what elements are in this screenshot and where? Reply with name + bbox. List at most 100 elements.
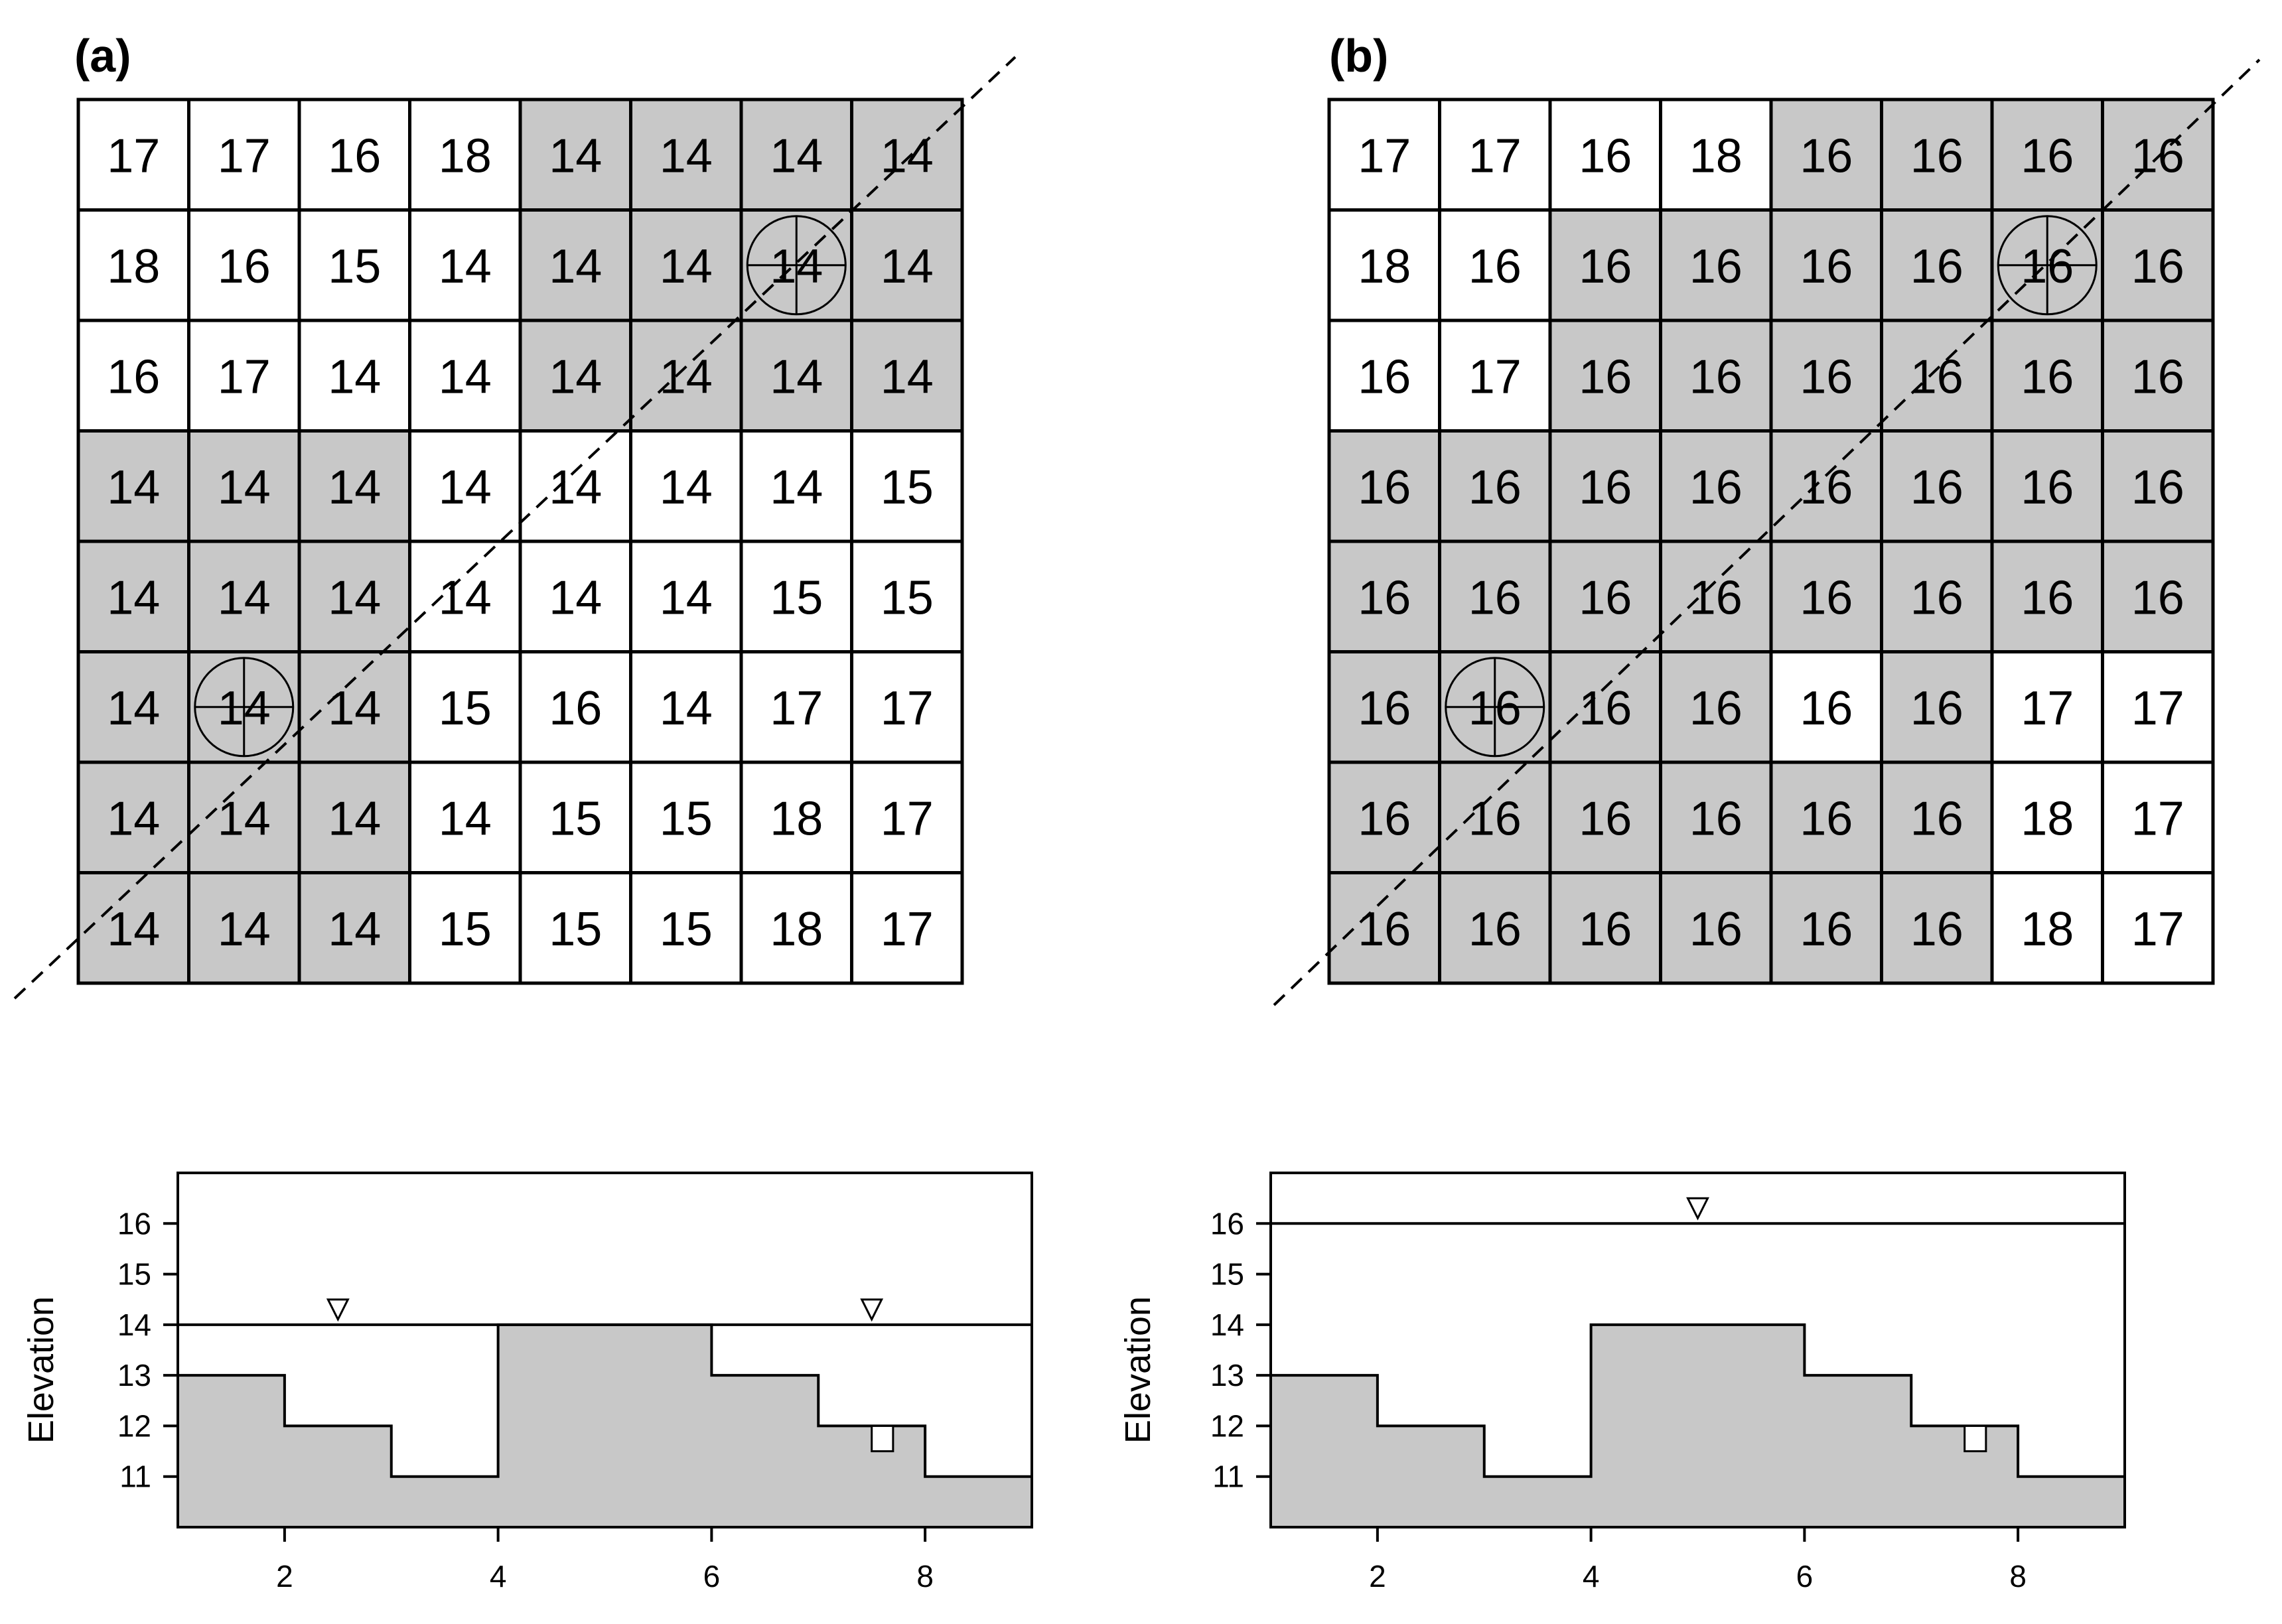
- cell-value: 15: [439, 903, 492, 956]
- cell-value: 17: [881, 792, 934, 845]
- crosshair-marker: [194, 657, 295, 758]
- grid-cell: [518, 760, 632, 874]
- y-tick-label: 12: [117, 1408, 151, 1443]
- panel-b-grid: (b) 17 17 16 18 16 16 16 16 18 16 16 16 16 16 16 16 16 17 1…: [1273, 30, 2261, 1006]
- grid-cell: [2101, 650, 2215, 764]
- grid-cell: [1548, 650, 1662, 764]
- profile-b-plot: 11 12 13 14 15 16 2 4 6 8 Elevation: [1118, 1172, 2126, 1593]
- cell-value: 16: [2021, 129, 2074, 182]
- plot-frame: [1269, 1172, 2126, 1528]
- cell-value: 16: [1468, 571, 1522, 624]
- cell-value: 16: [2131, 461, 2184, 514]
- cell-value: 16: [1910, 571, 1963, 624]
- grid-cell: [1880, 871, 1994, 985]
- grid-cell: [1880, 760, 1994, 874]
- grid-cell: [1327, 539, 1441, 653]
- cell-value: 17: [218, 350, 271, 403]
- cell-value: 15: [881, 461, 934, 514]
- grid-cell: [76, 98, 190, 212]
- cell-value: 17: [2131, 792, 2184, 845]
- cell-value: 14: [328, 682, 381, 735]
- cell-value: 17: [107, 129, 160, 182]
- grid-cell: [1659, 650, 1773, 764]
- grid-cell: [297, 429, 411, 543]
- terrain-profile: [1269, 1323, 2126, 1528]
- cell-value: 18: [1358, 240, 1411, 293]
- cell-value: 18: [2021, 792, 2074, 845]
- cell-value: 15: [439, 682, 492, 735]
- cell-value: 16: [1468, 240, 1522, 293]
- grid-cell: [2101, 208, 2215, 322]
- x-tick-label: 4: [490, 1559, 507, 1593]
- cell-value: 15: [881, 571, 934, 624]
- grid-cell: [2101, 429, 2215, 543]
- cell-value: 14: [660, 682, 713, 735]
- profile-a-plot: 11 12 13 14 15 16 2 4 6 8 Elevation: [21, 1172, 1033, 1593]
- cell-value: 14: [439, 792, 492, 845]
- cell-value: 14: [660, 461, 713, 514]
- grid-cell: [2101, 760, 2215, 874]
- grid-cell: [629, 650, 743, 764]
- grid-cell: [187, 871, 301, 985]
- cell-value: 16: [328, 129, 381, 182]
- cell-value: 14: [439, 571, 492, 624]
- cell-value: 17: [2131, 682, 2184, 735]
- y-tick-label: 15: [117, 1257, 151, 1292]
- x-tick-label: 8: [916, 1559, 934, 1593]
- cell-value: 17: [881, 682, 934, 735]
- cell-value: 16: [1689, 571, 1743, 624]
- cell-value: 17: [1358, 129, 1411, 182]
- x-tick-label: 8: [2009, 1559, 2027, 1593]
- grid-cell: [739, 318, 853, 433]
- panel-a-grid: (a) 17 17 16 18 14 14 14 14 18 16 15 14 14 14 14 14 16 17 1…: [13, 30, 1017, 1000]
- grid-cell: [1438, 760, 1552, 874]
- grid-cell: [187, 318, 301, 433]
- cell-value: 17: [218, 129, 271, 182]
- cell-value: 16: [1800, 682, 1853, 735]
- cell-value: 14: [770, 129, 823, 182]
- y-tick-label: 16: [1210, 1206, 1244, 1241]
- cell-value: 17: [2131, 903, 2184, 956]
- cell-value: 16: [1910, 129, 1963, 182]
- grid-cell: [1659, 871, 1773, 985]
- cell-value: 16: [1910, 903, 1963, 956]
- grid-cell: [1438, 208, 1552, 322]
- cell-value: 14: [881, 129, 934, 182]
- cell-value: 14: [107, 792, 160, 845]
- grid-cell: [1769, 98, 1883, 212]
- cell-value: 14: [218, 792, 271, 845]
- cell-value: 15: [328, 240, 381, 293]
- cell-value: 16: [1468, 461, 1522, 514]
- y-tick-label: 11: [1212, 1459, 1244, 1494]
- cell-value: 16: [1800, 571, 1853, 624]
- cell-value: 18: [2021, 903, 2074, 956]
- x-tick-label: 2: [276, 1559, 293, 1593]
- cell-value: 14: [328, 350, 381, 403]
- cell-value: 16: [1358, 682, 1411, 735]
- cell-value: 16: [1579, 571, 1632, 624]
- cell-value: 16: [1579, 682, 1632, 735]
- y-tick-label: 16: [117, 1206, 151, 1241]
- grid-cell: [629, 871, 743, 985]
- cell-value: 14: [107, 682, 160, 735]
- crosshair-marker: [1445, 657, 1545, 758]
- cell-value: 18: [1689, 129, 1743, 182]
- grid-cell: [850, 98, 964, 212]
- cell-value: 14: [107, 571, 160, 624]
- cell-value: 16: [1800, 350, 1853, 403]
- grid-cell: [408, 208, 522, 322]
- water-surface-icon: [860, 1298, 884, 1322]
- grid-cell: [1880, 650, 1994, 764]
- grid-cell: [2101, 539, 2215, 653]
- cell-value: 16: [1689, 240, 1743, 293]
- cell-value: 15: [549, 792, 602, 845]
- cell-value: 18: [107, 240, 160, 293]
- cell-value: 14: [770, 461, 823, 514]
- grid-cell: [1769, 539, 1883, 653]
- grid-cell: [1327, 650, 1441, 764]
- cell-value: 16: [1689, 350, 1743, 403]
- cell-value: 14: [660, 571, 713, 624]
- grid-cell: [850, 429, 964, 543]
- grid-cell: [1327, 98, 1441, 212]
- cell-value: 16: [1579, 792, 1632, 845]
